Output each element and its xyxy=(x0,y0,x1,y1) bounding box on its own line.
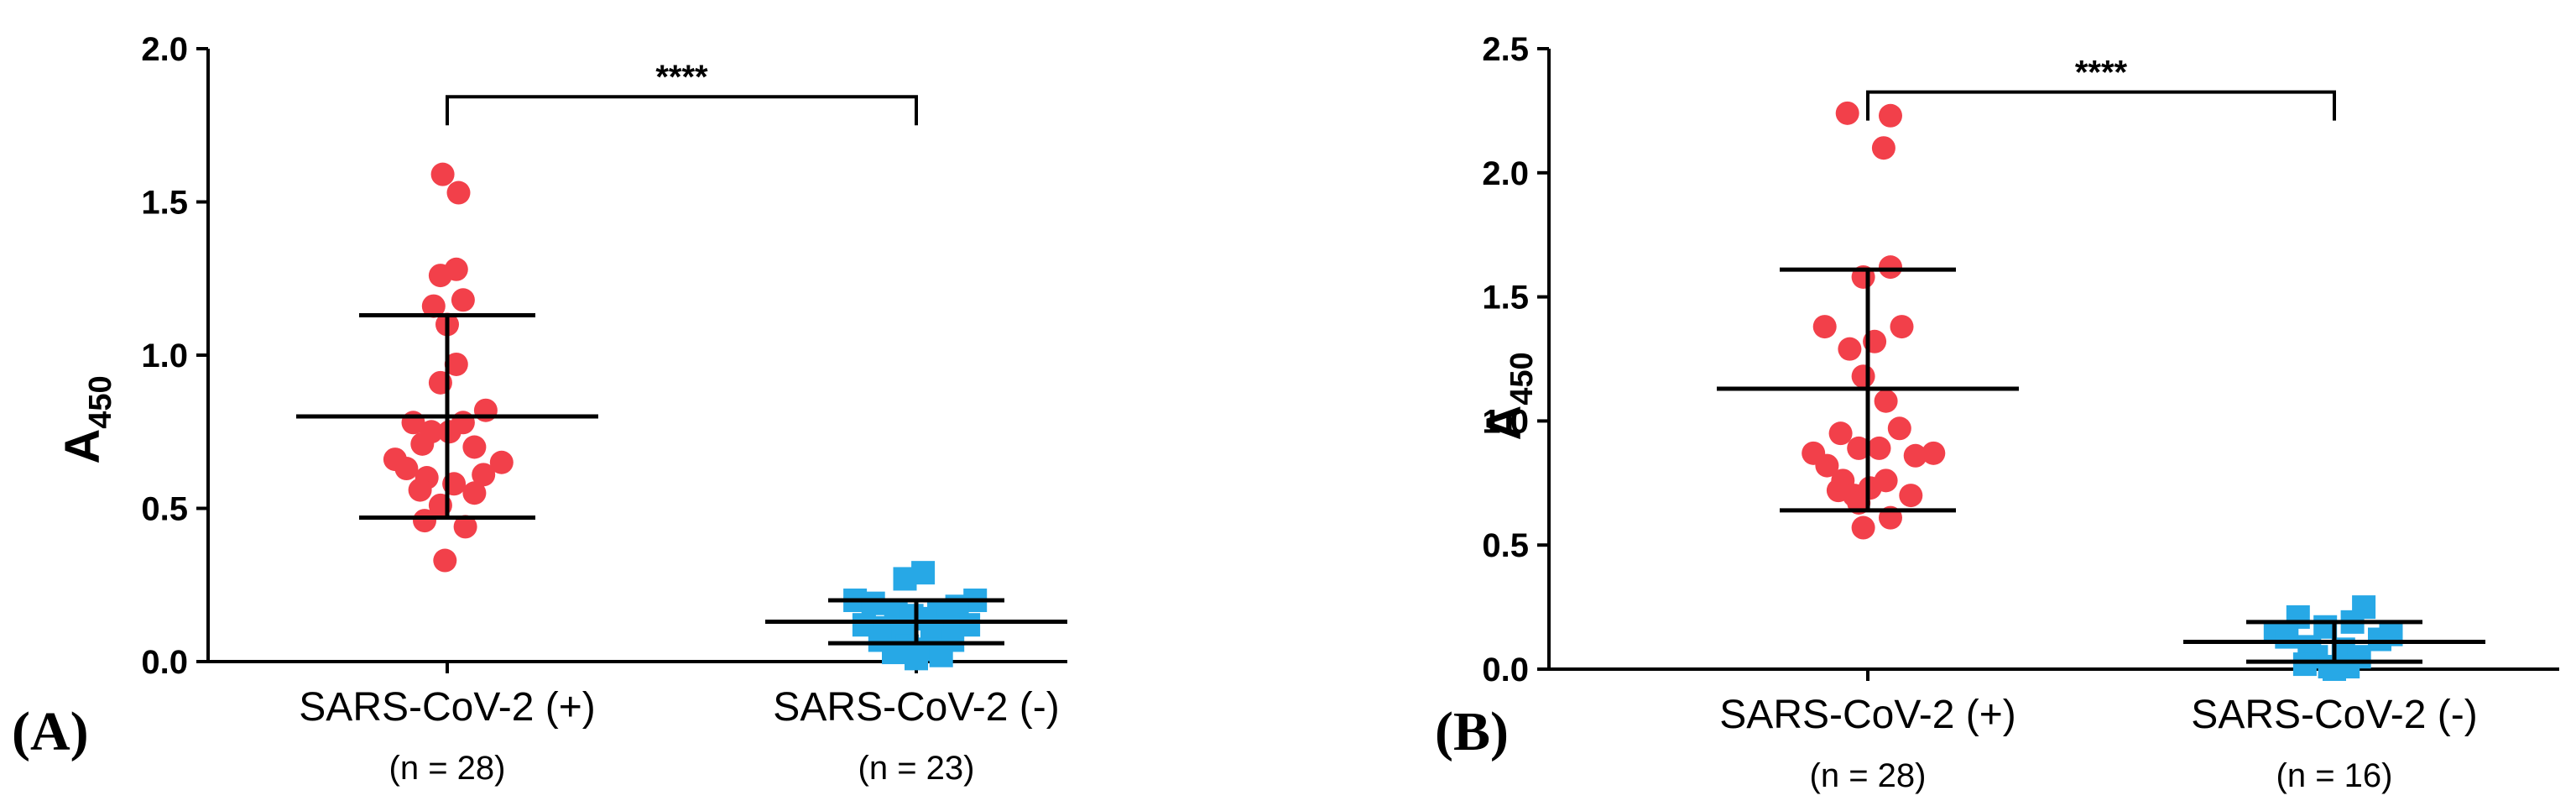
y-axis-label-main: A xyxy=(1477,406,1531,441)
data-point xyxy=(1890,315,1914,339)
data-point xyxy=(472,463,496,487)
data-point xyxy=(489,450,514,474)
y-axis-label: A450 xyxy=(55,375,118,463)
x-group-n-label: (n = 28) xyxy=(1810,757,1927,794)
data-point xyxy=(1874,389,1898,413)
data-point xyxy=(462,481,487,505)
data-point xyxy=(410,432,435,456)
data-point xyxy=(1851,516,1875,540)
data-point xyxy=(1879,255,1902,280)
data-point xyxy=(453,515,477,539)
significance-label: **** xyxy=(2075,55,2128,92)
data-point xyxy=(1879,103,1902,128)
data-point xyxy=(1835,101,1859,125)
data-point xyxy=(1867,436,1891,460)
y-axis-label-subscript: 450 xyxy=(1504,352,1540,405)
y-axis-label-subscript: 450 xyxy=(83,375,118,428)
y-tick-label: 1.5 xyxy=(1482,280,1529,317)
data-point xyxy=(905,646,928,671)
x-group-n-label: (n = 16) xyxy=(2276,757,2393,794)
data-point xyxy=(408,478,432,502)
data-point xyxy=(394,457,419,481)
x-category-label: SARS-CoV-2 (+) xyxy=(299,685,595,730)
x-category-label: SARS-CoV-2 (-) xyxy=(773,685,1059,730)
data-point xyxy=(451,288,475,312)
data-point xyxy=(462,435,487,459)
significance-label: **** xyxy=(655,59,708,96)
data-point xyxy=(430,162,455,186)
y-tick-label: 2.5 xyxy=(1482,31,1529,68)
y-tick-label: 1.0 xyxy=(1482,403,1529,440)
x-group-n-label: (n = 23) xyxy=(858,750,975,787)
y-tick-label: 0.0 xyxy=(141,644,188,681)
data-point xyxy=(1871,136,1895,160)
panel-a-chart: 0.0 0.5 1.0 1.5 2.0 A450 SARS-CoV-2 (+) (n = 28… xyxy=(12,31,1067,787)
data-point xyxy=(2292,652,2317,677)
y-tick-label: 0.0 xyxy=(1482,652,1529,688)
significance-bracket xyxy=(446,95,918,126)
x-group-n-label: (n = 28) xyxy=(389,750,506,787)
data-point xyxy=(444,352,468,376)
y-axis-label-main: A xyxy=(55,429,110,464)
data-point xyxy=(1851,364,1875,389)
data-point xyxy=(2286,604,2310,629)
panel-label: (B) xyxy=(1435,701,1509,762)
data-point xyxy=(428,264,452,288)
data-point xyxy=(893,567,917,591)
data-point xyxy=(421,294,446,318)
data-point xyxy=(1899,484,1923,508)
x-category-label: SARS-CoV-2 (-) xyxy=(2191,693,2477,737)
y-axis-label: A450 xyxy=(1477,352,1540,440)
data-point xyxy=(433,548,457,573)
data-point xyxy=(1812,315,1837,339)
data-point xyxy=(1815,453,1839,478)
data-point xyxy=(1922,441,1946,465)
data-point xyxy=(1838,337,1862,361)
data-point xyxy=(1828,421,1853,446)
y-tick-label: 1.5 xyxy=(141,185,188,222)
significance-bracket xyxy=(1866,90,2336,121)
panel-label: (A) xyxy=(12,701,89,762)
data-point xyxy=(1847,436,1871,460)
data-point xyxy=(1903,443,1927,468)
data-point xyxy=(861,591,885,615)
panel-b-chart: 0.0 0.5 1.0 1.5 2.0 2.5 A450 SARS-CoV-2 (+) (n =… xyxy=(1435,31,2559,794)
data-point xyxy=(1887,416,1911,441)
data-point xyxy=(437,420,461,444)
y-tick-label: 2.0 xyxy=(1482,155,1529,192)
data-point xyxy=(2275,625,2299,649)
x-category-label: SARS-CoV-2 (+) xyxy=(1719,693,2015,737)
data-point xyxy=(929,643,953,667)
data-point xyxy=(413,509,436,533)
y-tick-label: 0.5 xyxy=(1482,527,1529,564)
y-tick-label: 2.0 xyxy=(141,31,188,68)
data-point xyxy=(446,181,471,205)
data-point xyxy=(2368,627,2391,652)
y-tick-label: 1.0 xyxy=(141,338,188,374)
y-tick-label: 0.5 xyxy=(141,491,188,528)
